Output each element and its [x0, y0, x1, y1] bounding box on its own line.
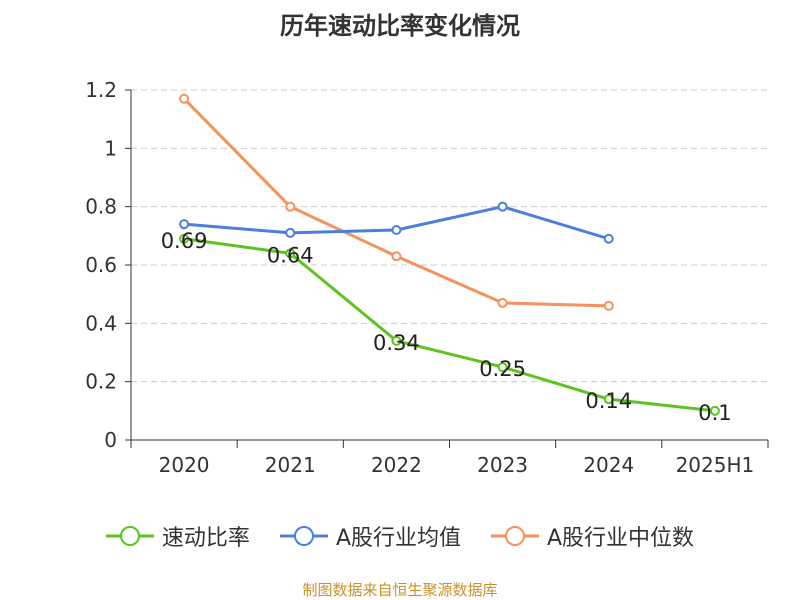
data-point	[285, 248, 296, 259]
data-label: 0.69	[161, 229, 208, 253]
x-tick-label: 2023	[477, 453, 528, 477]
legend-item[interactable]: A股行业中位数	[491, 520, 694, 552]
legend-marker-icon	[105, 526, 154, 546]
y-tick-label: 0.4	[85, 311, 117, 335]
data-point	[179, 219, 190, 230]
data-label: 0.1	[698, 401, 731, 425]
legend-item[interactable]: A股行业均值	[279, 520, 461, 552]
legend-label: A股行业均值	[335, 526, 461, 551]
legend-item[interactable]: 速动比率	[105, 520, 250, 552]
chart-title: 历年速动比率变化情况	[280, 12, 520, 40]
data-label-layer: 0.69 0.64 0.34 0.25 0.14 0.1	[161, 229, 732, 425]
data-point	[709, 405, 720, 416]
y-tick-label: 0.2	[85, 370, 117, 394]
y-tick-label: 0	[104, 428, 117, 452]
data-point	[285, 227, 296, 238]
data-point	[497, 362, 508, 373]
legend-label: 速动比率	[161, 526, 250, 551]
data-point	[391, 335, 402, 346]
axis-layer: 0 0.2 0.4 0.6 0.8 1 1.2 2020 2021 2022 2023 2024 202…	[85, 78, 769, 477]
y-tick-label: 1.2	[85, 78, 117, 102]
data-point	[603, 300, 614, 311]
legend-label: A股行业中位数	[547, 526, 695, 551]
legend-circle	[119, 526, 140, 546]
y-tick-label: 0.8	[85, 195, 117, 219]
series-line	[183, 97, 609, 308]
x-tick-label: 2022	[371, 453, 422, 477]
legend-marker-icon	[279, 526, 328, 546]
data-point	[285, 201, 296, 212]
data-point	[391, 251, 402, 262]
data-point	[179, 93, 190, 104]
data-label: 0.64	[267, 243, 314, 267]
series-line	[183, 237, 716, 413]
series-layer	[179, 93, 720, 416]
grid-layer	[131, 89, 768, 383]
x-tick-label: 2021	[265, 453, 316, 477]
x-tick-label: 2020	[159, 453, 210, 477]
legend-circle	[293, 526, 314, 546]
data-point	[179, 233, 190, 244]
y-tick-label: 0.6	[85, 253, 117, 277]
data-point	[603, 394, 614, 405]
data-point	[497, 297, 508, 308]
x-tick-label: 2024	[583, 453, 634, 477]
data-point	[497, 201, 508, 212]
legend-marker-icon	[491, 526, 539, 546]
legend: 速动比率 A股行业均值 A股行业中位数	[0, 520, 800, 552]
data-point	[391, 225, 402, 235]
data-label: 0.14	[585, 389, 632, 413]
legend-circle	[505, 526, 525, 546]
data-label: 0.34	[373, 331, 420, 355]
data-point	[603, 233, 614, 244]
x-tick-label: 2025H1	[676, 453, 755, 477]
y-tick-label: 1	[104, 136, 117, 160]
data-label: 0.25	[479, 357, 526, 381]
source-note: 制图数据来自恒生聚源数据库	[302, 581, 498, 599]
